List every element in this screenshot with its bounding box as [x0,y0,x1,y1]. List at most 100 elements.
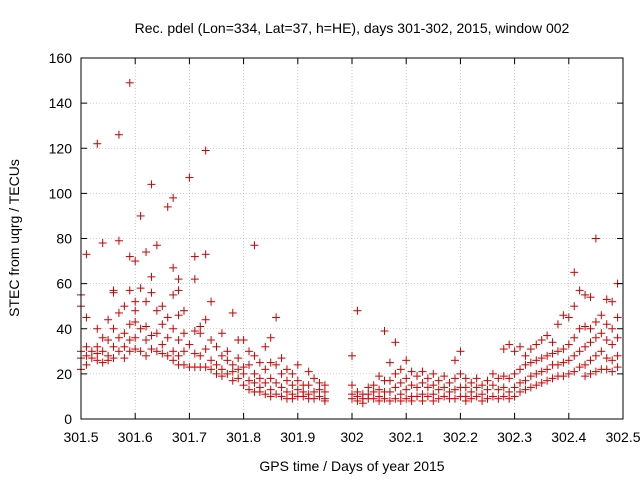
data-point [423,374,432,383]
data-point [402,356,411,365]
data-point [261,378,270,387]
data-point [429,381,438,390]
data-point [385,387,394,396]
data-point [255,387,264,396]
data-point [450,374,459,383]
data-point [196,351,205,360]
data-point [114,130,123,139]
data-point [429,396,438,405]
data-point [510,392,519,401]
data-point [510,383,519,392]
data-point [348,351,356,360]
data-point [532,369,541,378]
data-point [575,363,584,372]
data-point [385,396,394,405]
data-point [586,369,595,378]
data-point [608,297,617,306]
data-point [109,324,118,333]
data-point [602,354,611,363]
data-point [494,394,503,403]
data-point [608,356,617,365]
data-point [212,369,221,378]
data-point [120,302,129,311]
data-point [348,381,356,390]
data-point [581,290,590,299]
data-point [320,387,329,396]
data-point [602,320,611,329]
data-point [223,356,232,365]
data-point [125,286,134,295]
data-point [353,396,362,405]
data-point [597,347,606,356]
data-point [82,351,91,360]
data-point [299,392,308,401]
data-point [179,306,188,315]
data-point [82,250,91,259]
data-point [537,378,546,387]
data-point [488,369,497,378]
data-point [163,202,172,211]
y-tick-label: 60 [56,276,72,292]
data-point [207,336,216,345]
tick-labels: 301.5 301.6 301.7 301.8 301.9 302 302.1 302.2 30… [49,50,640,445]
data-point [602,365,611,374]
data-point [266,385,275,394]
data-point [591,317,600,326]
x-tick-label: 301.6 [118,429,153,445]
data-point [380,327,389,336]
data-point [391,369,400,378]
data-point [586,338,595,347]
data-point [375,396,384,405]
data-point [564,313,573,322]
data-point [434,394,443,403]
data-point [499,372,508,381]
data-point [613,313,622,322]
data-point [234,354,243,363]
data-point [163,351,172,360]
data-point [104,336,113,345]
data-point [277,354,286,363]
y-tick-label: 160 [49,50,73,66]
data-point [553,320,562,329]
data-point [505,340,514,349]
data-point [158,340,167,349]
data-point [478,390,487,399]
data-point [581,372,590,381]
data-point [450,385,459,394]
data-point [98,333,107,342]
data-point [212,360,221,369]
data-point [407,367,416,376]
data-point [591,333,600,342]
data-point [413,383,422,392]
data-point [608,367,617,376]
data-point [158,349,167,358]
data-point [190,252,199,261]
data-point [385,358,394,367]
data-point [510,369,519,378]
data-point [98,347,107,356]
data-point [114,333,123,342]
data-point [505,394,514,403]
data-point [93,139,102,148]
data-point [114,236,123,245]
data-point [353,306,362,315]
data-point [169,347,178,356]
data-point [461,383,470,392]
data-point [142,336,151,345]
data-point [185,340,194,349]
data-point [174,336,183,345]
data-point [505,387,514,396]
data-point [570,367,579,376]
data-point [104,356,113,365]
data-point [396,396,405,405]
data-point [201,363,210,372]
data-point [526,372,535,381]
data-point [559,345,568,354]
data-point [245,376,254,385]
data-point [158,320,167,329]
data-point [136,347,145,356]
data-point [169,290,178,299]
data-point [564,369,573,378]
data-point [250,369,259,378]
